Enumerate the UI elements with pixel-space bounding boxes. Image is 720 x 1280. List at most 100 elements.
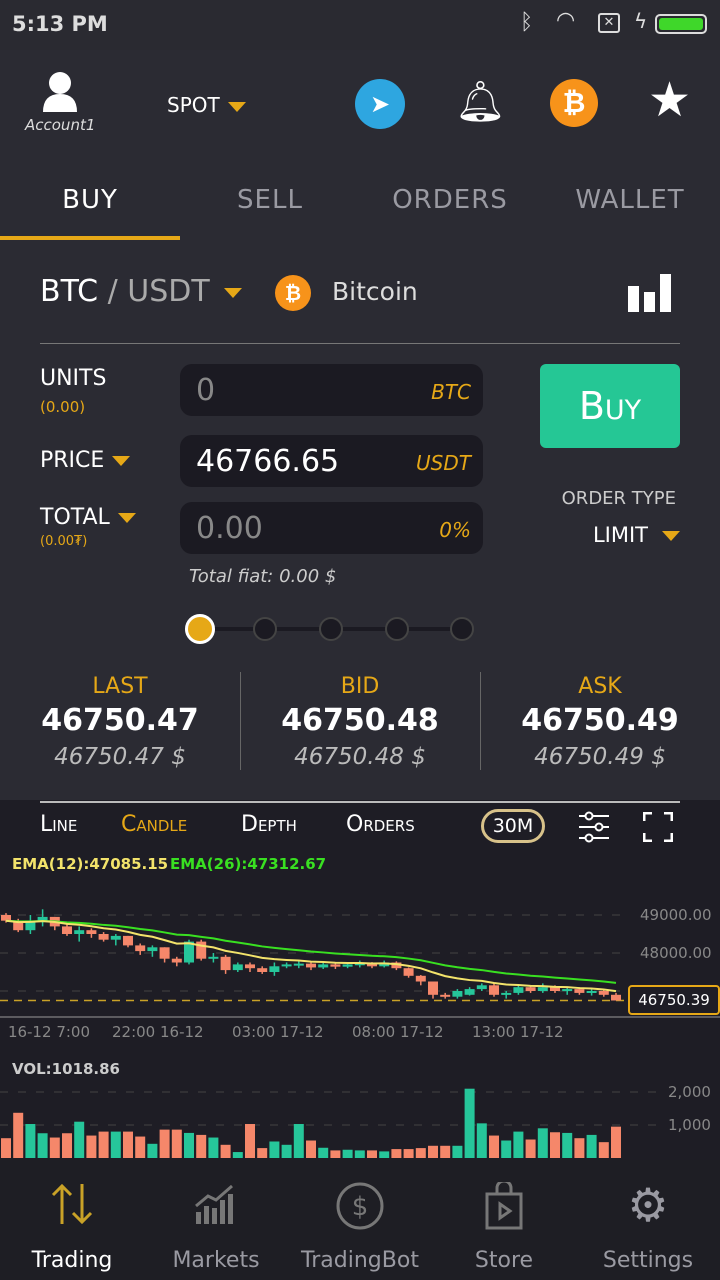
stat-fiat: 46750.48 $ [294, 744, 426, 770]
slider-handle[interactable] [185, 614, 215, 644]
nav-label: Trading [31, 1248, 113, 1273]
candle-body [550, 987, 560, 991]
stat-price: 46750.47 [41, 703, 199, 738]
nav-label: Settings [602, 1248, 694, 1273]
price-input[interactable]: 46766.65 USDT [180, 435, 483, 487]
tab-buy[interactable]: BUY [62, 185, 118, 215]
total-type-dropdown[interactable]: TOTAL [40, 505, 136, 530]
up-down-arrows-icon [0, 1182, 144, 1242]
volume-bar [489, 1135, 499, 1158]
price-unit: USDT [416, 451, 471, 475]
time-tick: 03:00 17-12 [232, 1023, 324, 1041]
candle-body [489, 985, 499, 995]
bitcoin-icon[interactable]: ₿ [550, 79, 598, 127]
top-header: Account1 SPOT ➤ 🔔︎ ₿ ★ [0, 50, 720, 160]
candle-body [25, 920, 36, 931]
nav-settings[interactable]: ⚙ Settings [576, 1160, 720, 1273]
total-balance: (0.00₮) [40, 534, 88, 549]
divider [240, 672, 241, 770]
total-label: TOTAL [40, 505, 110, 530]
slider-step-75[interactable] [385, 617, 409, 641]
volume-bar [537, 1128, 548, 1158]
time-tick: 22:00 16-12 [112, 1023, 204, 1041]
volume-bar [574, 1138, 585, 1158]
status-time: 5:13 PM [12, 12, 108, 36]
volume-bar [171, 1129, 182, 1158]
tab-sell[interactable]: SELL [237, 185, 303, 215]
volume-bar [135, 1136, 146, 1158]
total-fiat: Total fiat: 0.00 $ [189, 566, 337, 587]
candle-body [537, 987, 548, 991]
slider-step-100[interactable] [450, 617, 474, 641]
candle-body [354, 963, 365, 966]
candle-body [257, 968, 268, 972]
battery-icon [655, 14, 707, 34]
candlestick-chart[interactable] [0, 800, 720, 1160]
tab-orders[interactable]: ORDERS [392, 185, 508, 215]
volume-bar [74, 1121, 85, 1158]
interval-button[interactable]: 30M [481, 809, 545, 843]
star-icon[interactable]: ★ [648, 72, 692, 128]
stat-fiat: 46750.49 $ [534, 744, 666, 770]
nav-markets[interactable]: Markets [144, 1160, 288, 1273]
pair-separator: / [98, 274, 128, 309]
chart-tab-orders[interactable]: Orders [346, 812, 415, 837]
units-label: UNITS [40, 366, 107, 391]
volume-bar [86, 1135, 97, 1158]
candle-body [62, 926, 72, 934]
telegram-icon[interactable]: ➤ [355, 79, 405, 129]
time-tick: 7:00 16-12 [7, 1023, 90, 1041]
fullscreen-icon[interactable] [642, 811, 674, 846]
bell-icon[interactable]: 🔔︎ [455, 79, 506, 125]
order-type-label: ORDER TYPE [561, 488, 676, 509]
order-type-dropdown[interactable]: LIMIT [560, 523, 680, 547]
volume-bar [501, 1140, 512, 1158]
volume-bar [269, 1141, 280, 1158]
pair-selector[interactable]: BTC / USDT [40, 274, 242, 309]
nav-tradingbot[interactable]: $ TradingBot [288, 1160, 432, 1273]
stat-ask: ASK 46750.49 46750.49 $ [480, 674, 720, 770]
shopping-bag-icon [432, 1179, 576, 1242]
charging-icon: ϟ [634, 9, 648, 33]
volume-bar [13, 1112, 24, 1158]
chart-tab-line[interactable]: Line [40, 812, 78, 837]
settings-sliders-icon[interactable] [577, 810, 611, 848]
candle-body [611, 994, 621, 1001]
divider [40, 801, 680, 803]
ema12-line [5, 919, 617, 993]
volume-bar [586, 1134, 597, 1158]
volume-bar [123, 1131, 133, 1158]
volume-bar [513, 1131, 524, 1158]
price-type-dropdown[interactable]: PRICE [40, 448, 131, 473]
slider-step-25[interactable] [253, 617, 277, 641]
nav-store[interactable]: Store [432, 1160, 576, 1273]
bar-chart-icon[interactable] [628, 274, 672, 316]
candle-body [476, 985, 487, 990]
chart-tab-depth[interactable]: Depth [241, 812, 297, 837]
market-label: SPOT [167, 93, 220, 117]
dollar-circle-icon: $ [288, 1182, 432, 1242]
tab-wallet[interactable]: WALLET [575, 185, 685, 215]
account-button[interactable]: Account1 [25, 70, 95, 134]
coin-name: Bitcoin [332, 277, 418, 306]
total-input[interactable]: 0.00 0% [180, 502, 483, 554]
candle-body [440, 994, 451, 997]
units-input[interactable]: 0 BTC [180, 364, 483, 416]
wifi-icon: ◠ [556, 8, 576, 33]
volume-bar [464, 1088, 475, 1158]
nav-label: Markets [172, 1248, 260, 1273]
buy-button[interactable]: Buy [540, 364, 680, 448]
stat-fiat: 46750.47 $ [54, 744, 186, 770]
order-type-value: LIMIT [592, 523, 648, 547]
units-unit: BTC [431, 380, 471, 404]
volume-bar [415, 1148, 426, 1158]
candle-body [501, 992, 512, 995]
chart-tab-candle[interactable]: Candle [121, 812, 188, 837]
volume-bar [318, 1147, 329, 1158]
market-dropdown[interactable]: SPOT [167, 93, 246, 117]
nav-trading[interactable]: Trading [0, 1160, 144, 1273]
volume-bar [562, 1132, 573, 1158]
slider-step-50[interactable] [319, 617, 343, 641]
volume-bar [367, 1150, 377, 1158]
candle-body [574, 989, 585, 993]
